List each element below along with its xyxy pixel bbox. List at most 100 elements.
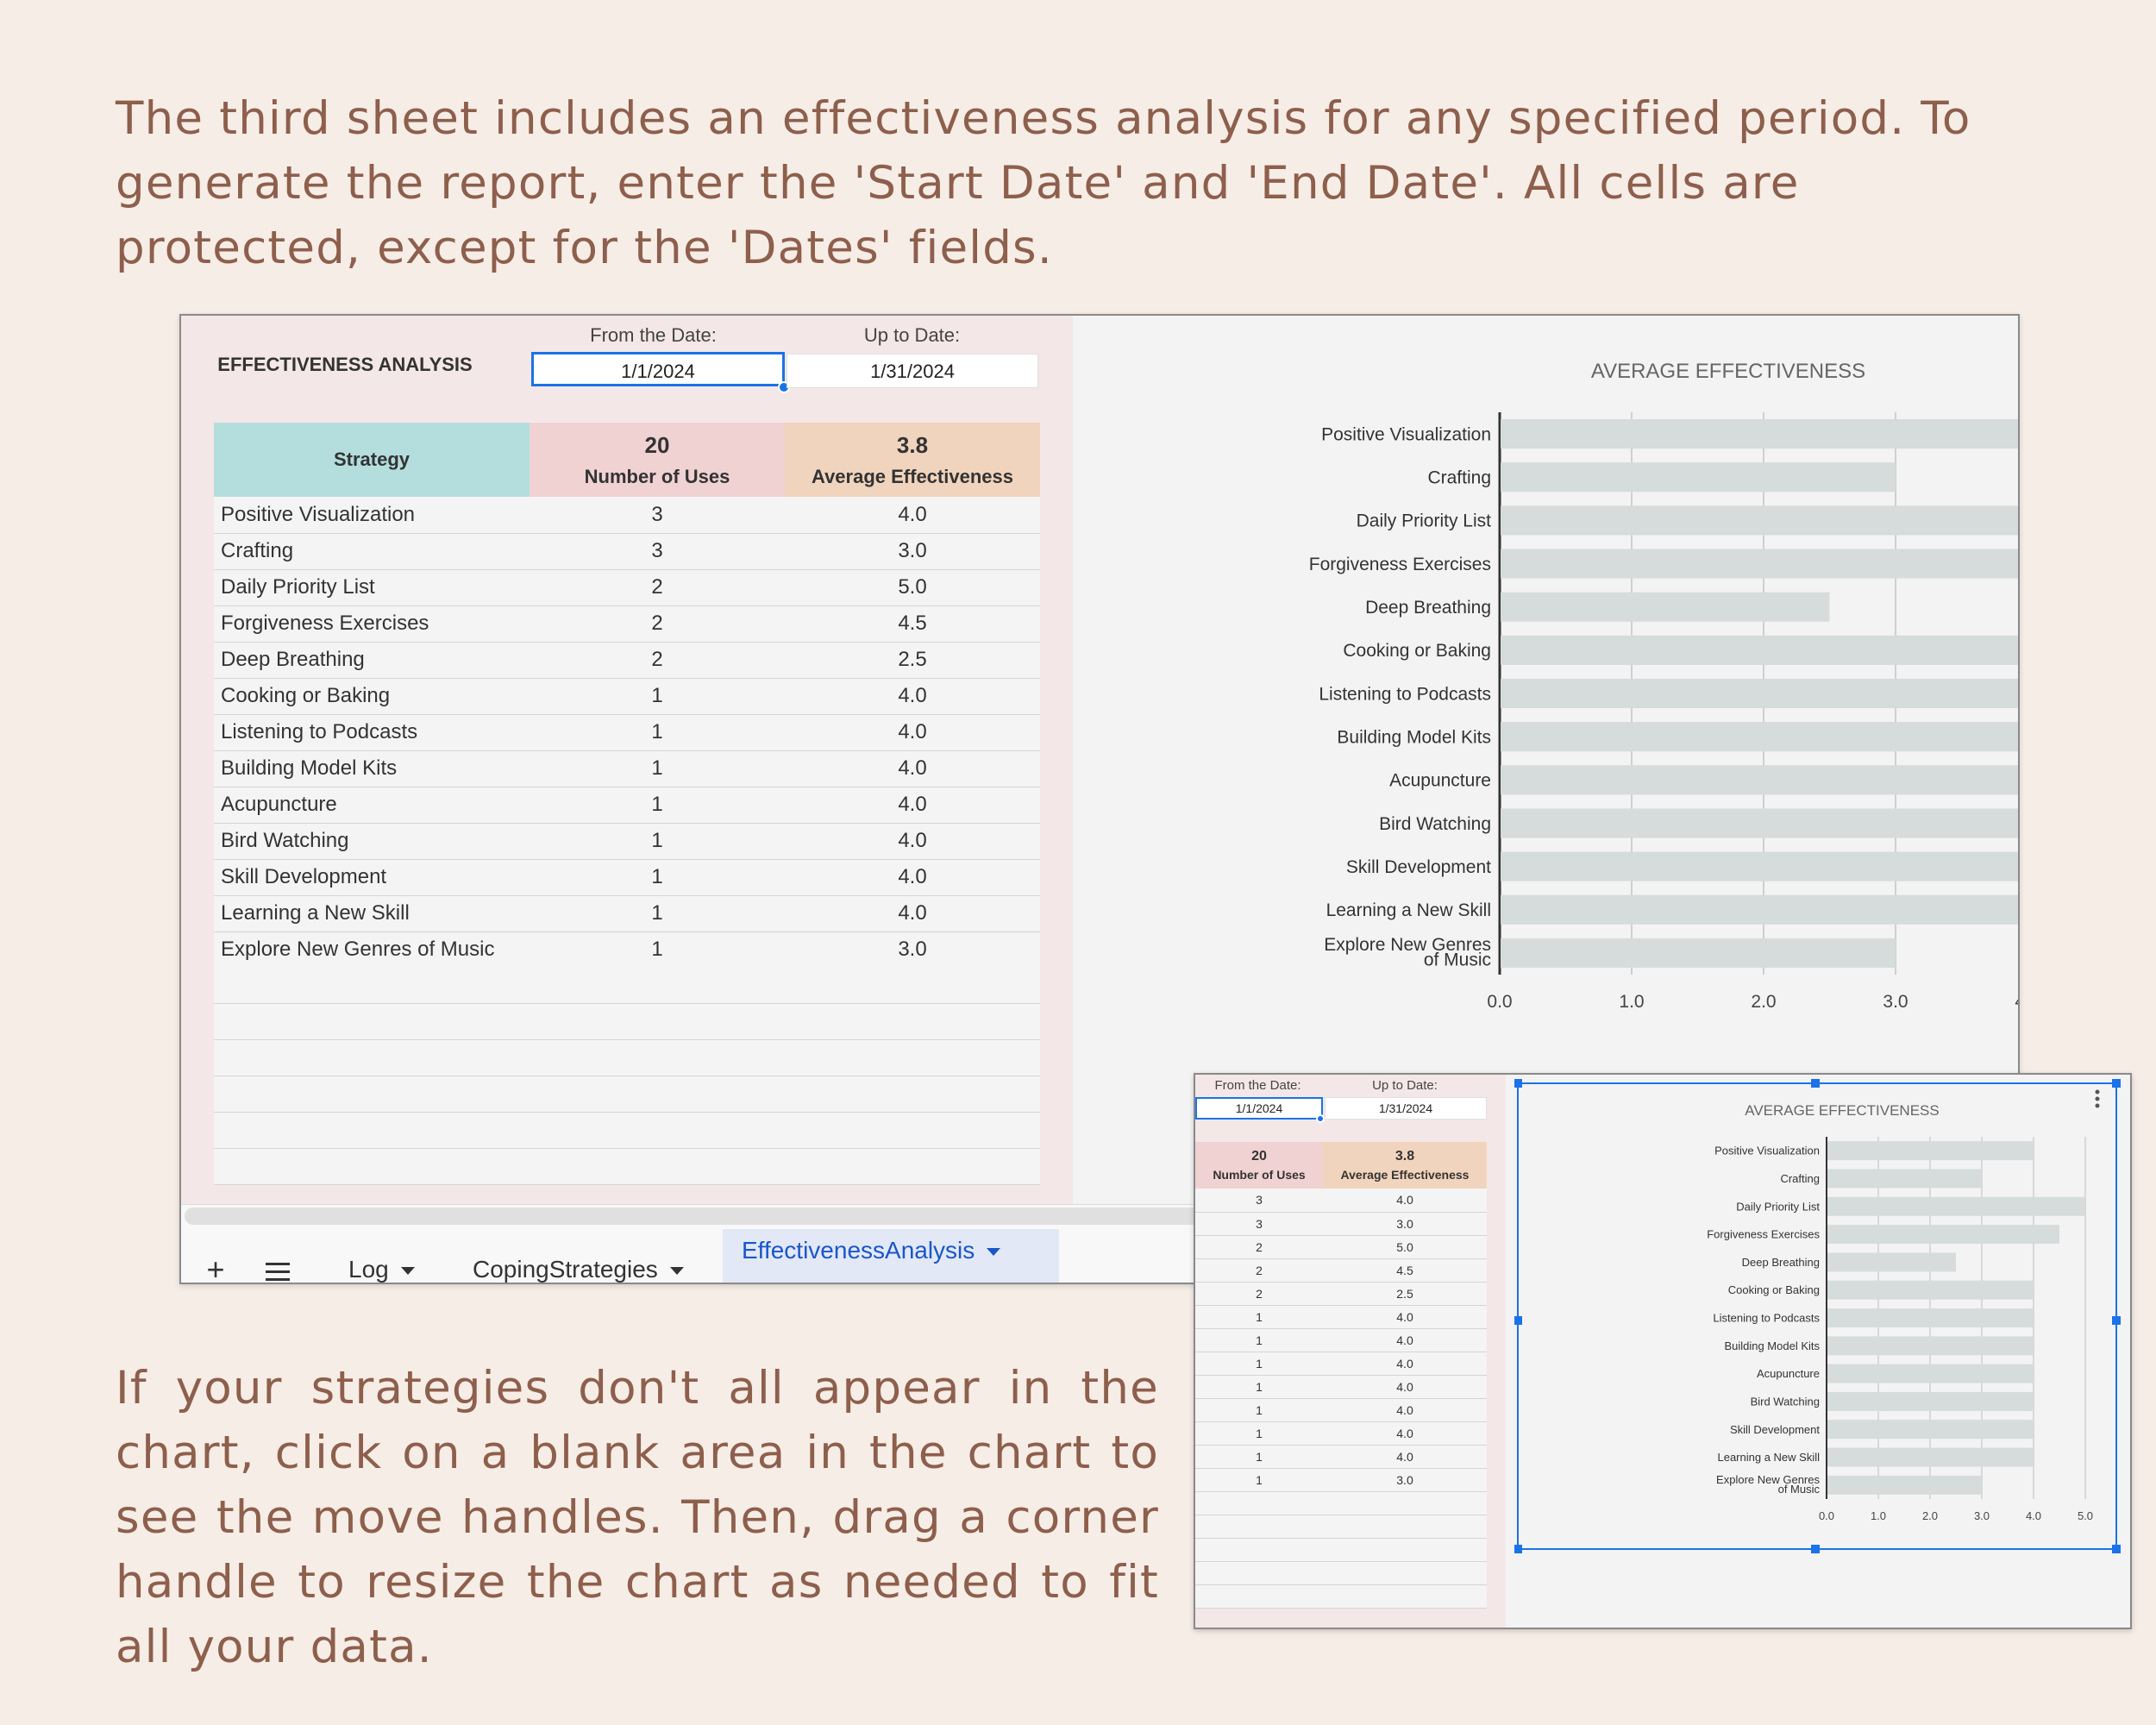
table-row[interactable]: 1 4.0 (1195, 1398, 1487, 1422)
strategy-cell[interactable]: Explore New Genres of Music (214, 932, 530, 969)
resize-handle[interactable] (2112, 1545, 2121, 1553)
uses-cell[interactable]: 3 (530, 497, 785, 534)
uses-cell[interactable]: 1 (1195, 1375, 1323, 1399)
effectiveness-chart-selected[interactable]: AVERAGE EFFECTIVENESS 0.0 1.0 2.0 3.0 4.0 5.0 P… (1514, 1075, 2132, 1629)
table-row[interactable]: Explore New Genres of Music 1 3.0 (214, 932, 1040, 969)
avg-cell[interactable]: 4.0 (1323, 1398, 1487, 1422)
table-row[interactable]: 1 4.0 (1195, 1375, 1487, 1399)
add-sheet-button[interactable]: + (206, 1251, 225, 1284)
empty-row[interactable] (1195, 1515, 1487, 1539)
table-row[interactable]: 3 4.0 (1195, 1189, 1487, 1213)
avg-cell[interactable]: 4.0 (785, 859, 1040, 896)
strategy-cell[interactable]: Bird Watching (214, 823, 530, 860)
strategy-cell[interactable]: Deep Breathing (214, 642, 530, 679)
avg-cell[interactable]: 4.0 (785, 714, 1040, 751)
uses-cell[interactable]: 1 (1195, 1305, 1323, 1329)
table-row[interactable]: 1 4.0 (1195, 1445, 1487, 1469)
avg-cell[interactable]: 4.0 (1323, 1305, 1487, 1329)
strategy-cell[interactable]: Listening to Podcasts (214, 714, 530, 751)
resize-handle[interactable] (1514, 1545, 1522, 1553)
avg-cell[interactable]: 4.0 (785, 823, 1040, 860)
empty-row[interactable] (214, 1040, 1040, 1076)
uses-cell[interactable]: 1 (1195, 1398, 1323, 1422)
table-row[interactable]: 2 4.5 (1195, 1258, 1487, 1283)
chart-svg[interactable]: AVERAGE EFFECTIVENESS 0.0 1.0 2.0 3.0 4.0 5.0 P… (1514, 1075, 2132, 1629)
uses-cell[interactable]: 1 (530, 895, 785, 932)
avg-cell[interactable]: 4.0 (1323, 1421, 1487, 1446)
table-row[interactable]: 1 3.0 (1195, 1468, 1487, 1492)
strategy-cell[interactable]: Skill Development (214, 859, 530, 896)
table-row[interactable]: 1 4.0 (1195, 1305, 1487, 1329)
table-row[interactable]: Building Model Kits 1 4.0 (214, 750, 1040, 787)
table-row[interactable]: Positive Visualization 3 4.0 (214, 497, 1040, 534)
avg-cell[interactable]: 3.0 (1323, 1468, 1487, 1492)
effectiveness-chart[interactable]: AVERAGE EFFECTIVENESS0.01.02.03.04.05.0P… (1073, 316, 2018, 1204)
uses-cell[interactable]: 1 (1195, 1421, 1323, 1446)
table-row[interactable]: Cooking or Baking 1 4.0 (214, 678, 1040, 715)
uses-cell[interactable]: 1 (1195, 1328, 1323, 1352)
table-row[interactable]: 2 5.0 (1195, 1235, 1487, 1259)
uses-cell[interactable]: 1 (530, 859, 785, 896)
tab-coping-strategies[interactable]: CopingStrategies (457, 1252, 724, 1283)
uses-cell[interactable]: 1 (1195, 1352, 1323, 1376)
avg-cell[interactable]: 5.0 (1323, 1235, 1487, 1259)
avg-cell[interactable]: 4.0 (785, 497, 1040, 534)
uses-cell[interactable]: 2 (1195, 1235, 1323, 1259)
uses-cell[interactable]: 2 (530, 569, 785, 606)
table-row[interactable]: 1 4.0 (1195, 1328, 1487, 1352)
table-row[interactable]: Forgiveness Exercises 2 4.5 (214, 605, 1040, 643)
avg-cell[interactable]: 3.0 (1323, 1212, 1487, 1236)
avg-cell[interactable]: 2.5 (1323, 1282, 1487, 1306)
uses-cell[interactable]: 3 (1195, 1212, 1323, 1236)
uses-cell[interactable]: 1 (530, 678, 785, 715)
uses-cell[interactable]: 1 (530, 714, 785, 751)
avg-cell[interactable]: 4.0 (1323, 1352, 1487, 1376)
upto-date-field[interactable]: 1/31/2024 (1325, 1097, 1487, 1120)
resize-handle[interactable] (1514, 1079, 1522, 1088)
avg-cell[interactable]: 4.0 (1323, 1189, 1487, 1213)
table-row[interactable]: 1 4.0 (1195, 1421, 1487, 1446)
avg-cell[interactable]: 3.0 (785, 932, 1040, 969)
from-date-field[interactable]: 1/1/2024 (1195, 1097, 1323, 1120)
empty-row[interactable] (214, 1076, 1040, 1113)
resize-handle[interactable] (1811, 1079, 1820, 1088)
table-row[interactable]: Listening to Podcasts 1 4.0 (214, 714, 1040, 751)
empty-row[interactable] (214, 1113, 1040, 1149)
table-row[interactable]: 3 3.0 (1195, 1212, 1487, 1236)
kebab-menu-icon[interactable] (2095, 1089, 2100, 1108)
uses-cell[interactable]: 1 (1195, 1445, 1323, 1469)
uses-cell[interactable]: 2 (530, 605, 785, 643)
strategy-cell[interactable]: Acupuncture (214, 787, 530, 824)
horizontal-scrollbar[interactable] (185, 1208, 1219, 1225)
strategy-cell[interactable]: Building Model Kits (214, 750, 530, 787)
uses-cell[interactable]: 2 (530, 642, 785, 679)
table-row[interactable]: 1 4.0 (1195, 1352, 1487, 1376)
uses-cell[interactable]: 2 (1195, 1282, 1323, 1306)
uses-cell[interactable]: 1 (1195, 1468, 1323, 1492)
strategy-cell[interactable]: Crafting (214, 533, 530, 570)
empty-row[interactable] (1195, 1584, 1487, 1609)
avg-cell[interactable]: 4.0 (785, 750, 1040, 787)
empty-row[interactable] (214, 1149, 1040, 1185)
empty-row[interactable] (1195, 1538, 1487, 1562)
strategy-cell[interactable]: Cooking or Baking (214, 678, 530, 715)
strategy-cell[interactable]: Daily Priority List (214, 569, 530, 606)
resize-handle[interactable] (2112, 1316, 2121, 1325)
avg-cell[interactable]: 4.0 (1323, 1375, 1487, 1399)
empty-row[interactable] (214, 968, 1040, 1004)
empty-row[interactable] (1195, 1561, 1487, 1585)
table-row[interactable]: Deep Breathing 2 2.5 (214, 642, 1040, 679)
table-row[interactable]: Skill Development 1 4.0 (214, 859, 1040, 896)
strategy-cell[interactable]: Positive Visualization (214, 497, 530, 534)
upto-date-field[interactable]: 1/31/2024 (787, 354, 1038, 388)
uses-cell[interactable]: 1 (530, 823, 785, 860)
table-row[interactable]: Acupuncture 1 4.0 (214, 787, 1040, 824)
avg-cell[interactable]: 4.0 (785, 678, 1040, 715)
avg-cell[interactable]: 4.0 (785, 895, 1040, 932)
uses-cell[interactable]: 3 (530, 533, 785, 570)
uses-cell[interactable]: 3 (1195, 1189, 1323, 1213)
from-date-field[interactable]: 1/1/2024 (531, 352, 785, 386)
uses-cell[interactable]: 1 (530, 932, 785, 969)
cell-fill-handle[interactable] (1316, 1114, 1325, 1123)
resize-handle[interactable] (1811, 1545, 1820, 1553)
